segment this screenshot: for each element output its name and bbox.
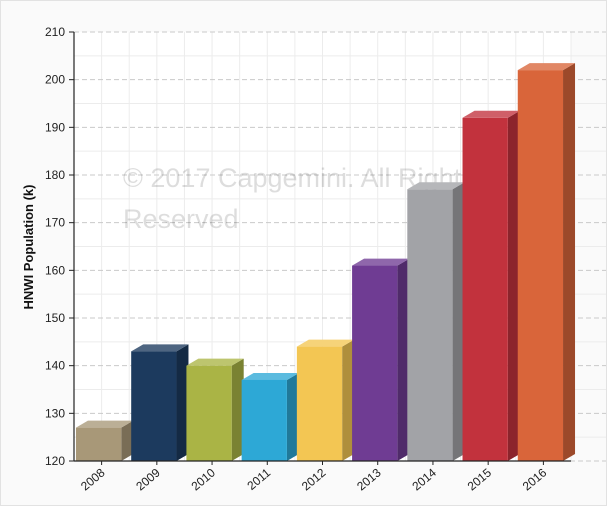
- y-tick-label: 120: [45, 454, 65, 468]
- bar-side-2012: [342, 339, 355, 461]
- bar-top-2013: [352, 258, 410, 266]
- y-axis-title: HNWI Population (k): [21, 185, 36, 310]
- bar-side-2011: [286, 372, 299, 461]
- x-tick-label-2010: 2010: [189, 465, 219, 493]
- bar-top-2015: [462, 110, 520, 118]
- bars: [75, 63, 576, 462]
- y-tick-label: 130: [45, 406, 65, 420]
- y-tick-labels: 120 130 140 150 160 170 180 190 200 210: [45, 25, 65, 468]
- bar-front-2013: [352, 265, 398, 461]
- bar-side-2008: [121, 420, 134, 461]
- bar-front-2014: [407, 189, 453, 462]
- bar-front-2016: [517, 70, 564, 461]
- bar-top-2008: [75, 420, 134, 428]
- bar-2016: [517, 63, 576, 462]
- y-tick-label: 170: [45, 216, 65, 230]
- bar-front-2010: [186, 365, 232, 461]
- y-tick-label: 140: [45, 359, 65, 373]
- bar-2008: [75, 420, 134, 461]
- bar-2015: [462, 110, 520, 462]
- bar-front-2009: [131, 351, 177, 461]
- bar-2010: [186, 358, 244, 461]
- bar-side-2014: [452, 182, 465, 462]
- bar-top-2010: [186, 358, 244, 366]
- bar-side-2016: [563, 63, 576, 462]
- bar-front-2015: [462, 117, 508, 462]
- axes: [69, 31, 571, 465]
- y-tick-label: 160: [45, 263, 65, 277]
- x-tick-label-2014: 2014: [409, 465, 439, 493]
- y-tick-label: 210: [45, 25, 65, 39]
- bar-top-2011: [241, 372, 299, 380]
- x-tick-label-2016: 2016: [520, 465, 550, 493]
- bar-front-2011: [241, 379, 287, 461]
- y-tick-label: 150: [45, 311, 65, 325]
- bar-2014: [407, 182, 465, 462]
- y-tick-label: 180: [45, 168, 65, 182]
- x-tick-label-2009: 2009: [133, 465, 163, 493]
- x-tick-label-2013: 2013: [354, 465, 384, 493]
- bar-top-2016: [517, 63, 576, 71]
- x-tick-label-2015: 2015: [465, 465, 495, 493]
- bar-2013: [352, 258, 410, 461]
- bar-2009: [131, 344, 189, 461]
- bar-2011: [241, 372, 299, 461]
- watermark-line-2: Reserved: [123, 204, 239, 234]
- bar-side-2009: [176, 344, 189, 461]
- x-tick-labels: 2008 2009 2010 2011 2012 2013 2014 2015 2016: [78, 465, 549, 493]
- x-tick-label-2012: 2012: [299, 465, 329, 493]
- bar-front-2012: [296, 346, 343, 461]
- bar-top-2012: [296, 339, 355, 347]
- bar-side-2013: [397, 258, 410, 461]
- bar-side-2015: [507, 110, 520, 462]
- bar-top-2014: [407, 182, 465, 190]
- bar-2012: [296, 339, 355, 461]
- bar-side-2010: [231, 358, 244, 461]
- bar-top-2009: [131, 344, 189, 352]
- x-tick-label-2008: 2008: [78, 465, 108, 493]
- bar-front-2008: [75, 427, 122, 461]
- y-tick-label: 200: [45, 73, 65, 87]
- x-tick-label-2011: 2011: [244, 465, 273, 493]
- y-tick-label: 190: [45, 120, 65, 134]
